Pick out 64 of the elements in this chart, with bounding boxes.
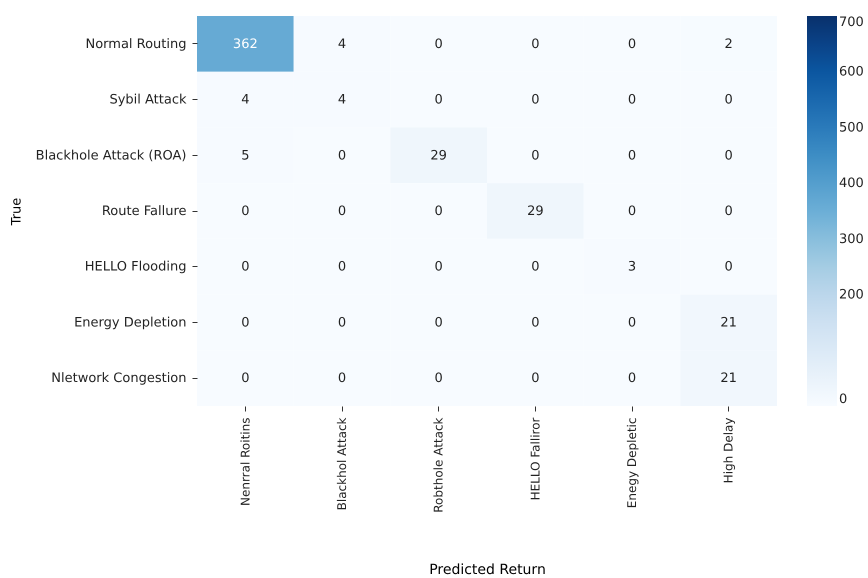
data-label: 0 — [434, 315, 443, 330]
data-label: 0 — [434, 204, 443, 219]
y-tick-label: Sybil Attack — [109, 92, 187, 108]
data-label: 0 — [434, 371, 443, 386]
x-tick-label: Nenrral Roitins — [238, 418, 252, 506]
data-label: 2 — [724, 36, 733, 52]
data-label: 0 — [531, 36, 540, 52]
data-label: 5 — [241, 148, 250, 164]
data-label: 0 — [531, 371, 540, 386]
data-label: 0 — [724, 204, 733, 219]
data-label: 0 — [338, 260, 346, 275]
data-label: 0 — [531, 92, 540, 108]
x-tick-label: High Delay — [722, 418, 736, 484]
data-label: 0 — [241, 371, 250, 386]
data-label: 0 — [434, 36, 443, 52]
data-label: 0 — [434, 92, 443, 108]
y-tick-label: Route Fallure — [102, 204, 186, 219]
x-tick-label: Enegy Depletic — [625, 418, 639, 508]
y-tick-label: Nletwork Congestion — [51, 371, 186, 386]
x-tick-label: Blackhol Attack — [335, 417, 349, 510]
data-label: 4 — [338, 36, 346, 52]
data-label: 0 — [628, 315, 636, 330]
data-label: 29 — [527, 204, 544, 219]
data-label: 4 — [338, 92, 346, 108]
data-label: 21 — [720, 371, 737, 386]
x-axis-title: Predicted Return — [429, 562, 546, 578]
data-label: 0 — [241, 260, 250, 275]
data-label: 0 — [724, 92, 733, 108]
data-label: 0 — [628, 92, 636, 108]
data-label: 4 — [241, 92, 250, 108]
data-label: 0 — [531, 148, 540, 164]
x-tick-label: HELLO Falliror — [528, 417, 542, 500]
data-label: 3 — [628, 260, 636, 275]
data-label: 0 — [434, 260, 443, 275]
data-label: 0 — [628, 204, 636, 219]
color-bar-label: 700 — [839, 15, 864, 30]
data-label: 0 — [241, 204, 250, 219]
data-label: 0 — [338, 148, 346, 164]
data-label: 0 — [338, 371, 346, 386]
data-label: 0 — [531, 260, 540, 275]
y-tick-label: Blackhole Attack (ROA) — [36, 148, 186, 164]
data-label: 0 — [628, 371, 636, 386]
color-bar-label: 0 — [839, 392, 848, 407]
color-bar-label: 600 — [839, 64, 864, 80]
data-label: 0 — [338, 315, 346, 330]
data-label: 0 — [724, 260, 733, 275]
data-label: 0 — [724, 148, 733, 164]
data-label: 21 — [720, 315, 737, 330]
color-bar-label: 200 — [839, 288, 864, 303]
color-bar-label: 500 — [839, 120, 864, 136]
y-tick-label: Energy Depletion — [74, 315, 186, 330]
data-label: 0 — [628, 148, 636, 164]
data-label: 362 — [232, 36, 258, 52]
y-axis-title: True — [10, 198, 25, 226]
data-label: 0 — [628, 36, 636, 52]
data-label: 0 — [531, 315, 540, 330]
color-bar-label: 300 — [839, 232, 864, 247]
y-tick-label: Normal Routing — [85, 36, 186, 52]
y-tick-label: HELLO Flooding — [84, 260, 186, 275]
data-label: 0 — [241, 315, 250, 330]
color-bar-label: 400 — [839, 176, 864, 192]
x-tick-label: Robthole Attack — [432, 417, 446, 513]
data-label: 29 — [430, 148, 447, 164]
data-label: 0 — [338, 204, 346, 219]
